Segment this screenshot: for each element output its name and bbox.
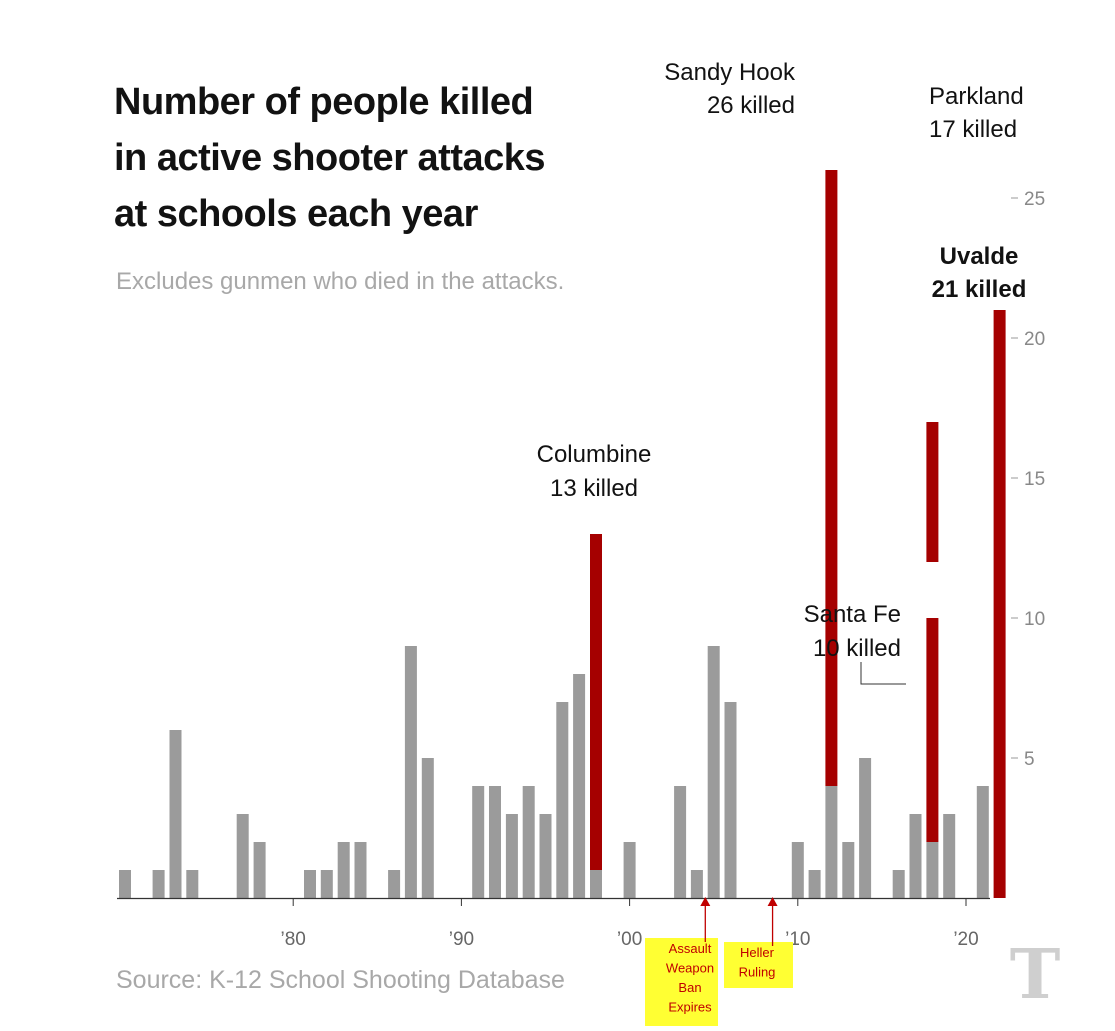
title-line: in active shooter attacks [114,137,546,179]
bar-gray [623,842,636,898]
bar-gray [505,814,518,898]
event-marker-label: Ban [678,980,701,995]
bar-gray [489,786,501,898]
bar-gray [320,870,333,898]
bar-red [926,422,939,562]
bar-gray [926,842,939,898]
santa-fe-leader-line [860,662,906,685]
markers-layer: Assault Weapon Ban Expires Heller Ruling [645,897,793,1026]
bar-red [926,618,939,842]
bar-gray [522,786,535,898]
event-marker-box [724,942,793,988]
bar-gray [590,870,602,898]
bar-gray [472,786,485,898]
bar-gray [556,702,569,898]
bar-gray [388,870,401,898]
bar-gray [674,786,687,898]
nyt-logo-icon: T [1010,938,1061,1008]
title-line: at schools each year [114,193,478,235]
source-note: Source: K-12 School Shooting Database [116,966,565,994]
x-tick-label: ’20 [953,929,978,950]
bar-gray [859,758,872,898]
bar-red [590,534,602,870]
event-marker-label: Ruling [739,965,776,980]
bar-gray [236,814,249,898]
bar-gray [976,786,989,898]
bar-gray [186,870,199,898]
event-marker-arrow-icon [767,897,778,906]
bar-gray [690,870,703,898]
event-marker-arrow-icon [700,897,711,906]
bar-gray [304,870,316,898]
bar-gray [354,842,367,898]
annotation-name: Parkland [929,83,1024,110]
event-marker-label: Expires [668,1000,712,1015]
bars-layer [119,170,1006,898]
y-tick-label: 5 [1024,749,1035,770]
annotation-name: Uvalde [940,243,1019,270]
annotation-killed: 13 killed [550,475,638,502]
bar-gray [825,786,838,898]
bar-gray [169,730,182,898]
bar-gray [253,842,266,898]
event-marker-label: Weapon [666,961,714,976]
chart-subtitle: Excludes gunmen who died in the attacks. [116,268,565,295]
bar-gray [892,870,905,898]
bar-gray [724,702,737,898]
event-marker-box [645,938,718,1026]
bar-gray [404,646,417,898]
bar-gray [808,870,821,898]
chart-title: Number of people killed in active shoote… [114,74,634,242]
annotation-name: Santa Fe [804,601,901,628]
y-tick-label: 10 [1024,609,1045,630]
bar-gray [573,674,586,898]
bar-gray [337,842,350,898]
bar-gray [539,814,552,898]
annotation-killed: 17 killed [929,116,1017,143]
event-marker-label: Heller [740,945,775,960]
bar-gray [707,646,720,898]
x-tick-label: ’90 [449,929,474,950]
bar-gray [119,870,131,898]
bar-gray [943,814,956,898]
bar-red [825,170,838,786]
y-tick-label: 15 [1024,469,1045,490]
x-tick-label: ’00 [617,929,642,950]
event-marker-label: Assault [669,941,712,956]
bar-gray [791,842,804,898]
annotation-killed: 10 killed [813,635,901,662]
bar-gray [909,814,922,898]
annotation-killed: 21 killed [932,276,1027,303]
bar-gray [421,758,434,898]
annotation-name: Columbine [537,441,652,468]
y-tick-label: 20 [1024,329,1045,350]
nyt-logo-glyph: T [1010,938,1061,1008]
labels-layer: Columbine 13 killed Sandy Hook 26 killed Par… [537,59,1027,685]
bar-red [993,310,1006,898]
bar-gray [842,842,855,898]
annotation-killed: 26 killed [707,92,795,119]
annotation-name: Sandy Hook [664,59,796,86]
bar-gray [152,870,165,898]
y-tick-label: 25 [1024,189,1045,210]
x-tick-label: ’80 [281,929,306,950]
title-line: Number of people killed [114,81,534,123]
